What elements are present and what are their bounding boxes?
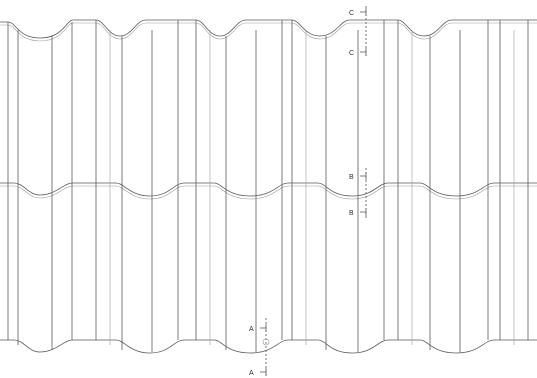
upper-tile-row xyxy=(0,19,537,42)
section-a-label-top: A xyxy=(249,326,254,333)
section-c-label-bottom: C xyxy=(349,50,354,57)
section-b-marker: B B xyxy=(349,168,367,218)
middle-tile-overlap xyxy=(0,182,537,200)
top-wave-edge-inner xyxy=(0,22,537,42)
tile-rib-lines xyxy=(7,20,529,352)
section-b-label-top: B xyxy=(349,174,354,181)
top-wave-edge xyxy=(0,19,537,39)
section-c-label-top: C xyxy=(349,10,354,17)
section-a-label-bottom: A xyxy=(249,370,254,377)
section-a-marker: A A xyxy=(249,318,270,378)
lower-tile-row xyxy=(0,339,537,354)
section-b-label-bottom: B xyxy=(349,210,354,217)
middle-wave-edge-inner xyxy=(0,185,537,200)
bottom-wave-edge xyxy=(0,339,537,354)
section-c-marker: C C xyxy=(349,6,367,58)
middle-wave-edge xyxy=(0,182,537,197)
